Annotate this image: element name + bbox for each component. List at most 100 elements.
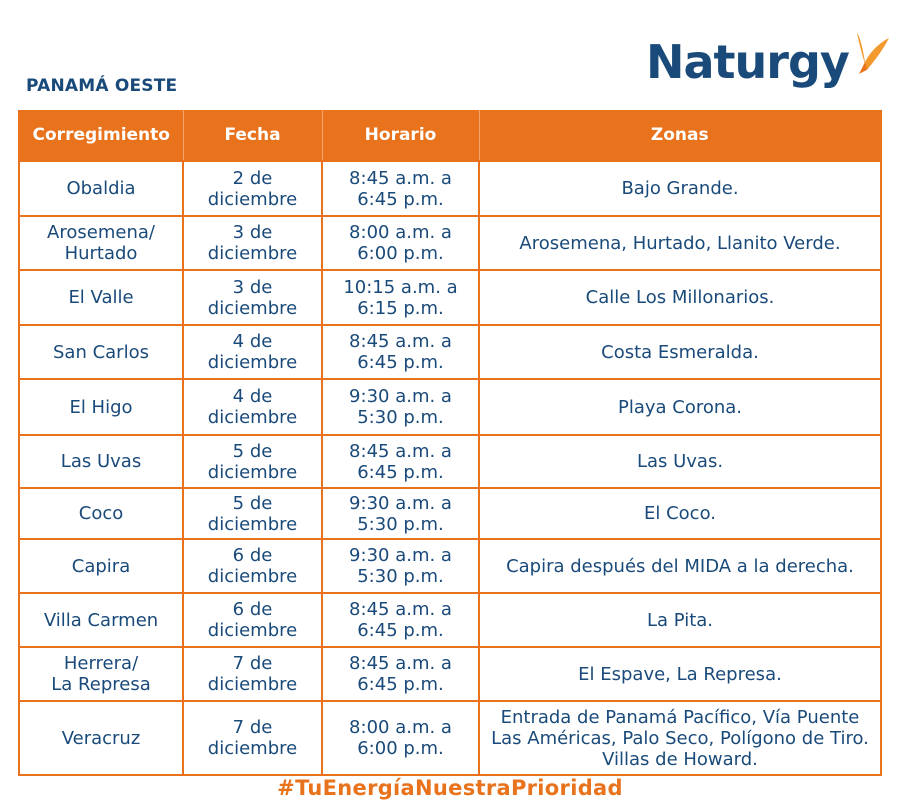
cell-line: diciembre — [207, 738, 298, 759]
cell-corregimiento: Veracruz — [18, 700, 184, 776]
brand-logo: Naturgy — [646, 28, 891, 96]
cell-line: El Higo — [69, 396, 133, 418]
cell-line: diciembre — [207, 188, 298, 210]
cell-line: Villa Carmen — [43, 609, 159, 631]
cell-line: 8:45 a.m. a — [349, 167, 452, 189]
table-body: Obaldia 2 de diciembre 8:45 a.m. a 6:45 p.m.… — [18, 160, 882, 776]
cell-line: 8:45 a.m. a — [349, 599, 452, 620]
cell-line: 6:45 p.m. — [357, 620, 444, 641]
cell-line: El Valle — [68, 287, 134, 308]
table-row: Coco 5 de diciembre 9:30 a.m. a 5:30 p.m. El … — [18, 487, 882, 540]
cell-line: 4 de — [232, 331, 273, 352]
cell-line: Capira después del MIDA a la derecha. — [506, 555, 854, 577]
cell-line: 5:30 p.m. — [357, 566, 444, 587]
cell-corregimiento: Arosemena/Hurtado — [18, 215, 184, 271]
cell-fecha: 7 de diciembre — [182, 700, 323, 776]
cell-line: diciembre — [207, 243, 298, 264]
cell-horario: 9:30 a.m. a 5:30 p.m. — [321, 538, 480, 594]
table-row: Obaldia 2 de diciembre 8:45 a.m. a 6:45 p.m.… — [18, 160, 882, 217]
cell-line: diciembre — [207, 352, 298, 373]
cell-line: El Espave, La Represa. — [578, 663, 782, 685]
cell-fecha: 6 de diciembre — [182, 538, 323, 594]
cell-line: Coco — [78, 503, 124, 524]
cell-corregimiento: Coco — [18, 487, 184, 540]
table-row: Capira 6 de diciembre 9:30 a.m. a 5:30 p.m. C… — [18, 538, 882, 594]
cell-line: El Coco. — [644, 503, 716, 524]
table-row: El Valle 3 de diciembre 10:15 a.m. a 6:15 p.… — [18, 269, 882, 326]
cell-line: 5 de — [232, 440, 273, 462]
cell-line: 6 de — [232, 599, 273, 620]
cell-horario: 8:45 a.m. a 6:45 p.m. — [321, 646, 480, 702]
cell-line: La Pita. — [646, 609, 714, 631]
cell-line: Capira — [71, 555, 131, 577]
cell-fecha: 2 de diciembre — [182, 160, 323, 217]
cell-line: diciembre — [207, 674, 298, 695]
cell-line: Villas de Howard. — [602, 748, 758, 770]
cell-line: Obaldia — [66, 178, 136, 199]
cell-fecha: 3 de diciembre — [182, 269, 323, 326]
cell-line: diciembre — [207, 620, 298, 641]
table-header-row: Corregimiento Fecha Horario Zonas — [18, 110, 882, 161]
schedule-table: Corregimiento Fecha Horario Zonas Obaldi… — [18, 110, 882, 776]
cell-line: 2 de — [232, 167, 273, 189]
cell-corregimiento: El Higo — [18, 378, 184, 436]
cell-fecha: 4 de diciembre — [182, 324, 323, 380]
cell-line: diciembre — [207, 513, 298, 535]
butterfly-icon — [856, 32, 889, 74]
cell-line: 6:45 p.m. — [357, 352, 444, 373]
cell-line: 6 de — [232, 545, 273, 566]
cell-fecha: 6 de diciembre — [182, 592, 323, 648]
table-row: Arosemena/Hurtado 3 de diciembre 8:00 a.m. … — [18, 215, 882, 271]
table-row: Las Uvas 5 de diciembre 8:45 a.m. a 6:45 p.m… — [18, 434, 882, 489]
table-row: El Higo 4 de diciembre 9:30 a.m. a 5:30 p.m.… — [18, 378, 882, 436]
cell-line: 6:15 p.m. — [357, 297, 444, 319]
cell-line: Veracruz — [61, 727, 141, 749]
cell-zonas: Costa Esmeralda. — [478, 324, 882, 380]
cell-zonas: Capira después del MIDA a la derecha. — [478, 538, 882, 594]
cell-zonas: Entrada de Panamá Pacífico, Vía Puente La… — [478, 700, 882, 776]
header-horario: Horario — [321, 110, 480, 161]
cell-line: 8:45 a.m. a — [349, 331, 452, 352]
hashtag: #TuEnergíaNuestraPrioridad — [277, 776, 623, 800]
cell-corregimiento: El Valle — [18, 269, 184, 326]
header-corregimiento: Corregimiento — [18, 110, 184, 161]
cell-horario: 10:15 a.m. a 6:15 p.m. — [321, 269, 480, 326]
cell-line: 9:30 a.m. a — [349, 545, 452, 566]
cell-corregimiento: Villa Carmen — [18, 592, 184, 648]
cell-line: La Represa — [51, 674, 151, 695]
cell-fecha: 5 de diciembre — [182, 434, 323, 489]
cell-line: diciembre — [207, 297, 298, 319]
cell-corregimiento: Las Uvas — [18, 434, 184, 489]
cell-zonas: La Pita. — [478, 592, 882, 648]
cell-line: 5:30 p.m. — [357, 513, 444, 535]
cell-horario: 8:45 a.m. a 6:45 p.m. — [321, 160, 480, 217]
cell-line: 8:45 a.m. a — [349, 440, 452, 462]
cell-fecha: 7 de diciembre — [182, 646, 323, 702]
cell-zonas: El Espave, La Represa. — [478, 646, 882, 702]
cell-horario: 8:45 a.m. a 6:45 p.m. — [321, 592, 480, 648]
cell-line: Herrera/ — [63, 653, 139, 674]
cell-line: Arosemena/ — [47, 222, 155, 243]
cell-line: 9:30 a.m. a — [349, 492, 452, 514]
cell-corregimiento: Capira — [18, 538, 184, 594]
cell-line: Entrada de Panamá Pacífico, Vía Puente — [500, 706, 860, 728]
cell-horario: 8:00 a.m. a 6:00 p.m. — [321, 700, 480, 776]
cell-corregimiento: Obaldia — [18, 160, 184, 217]
cell-horario: 8:45 a.m. a 6:45 p.m. — [321, 324, 480, 380]
brand-name: Naturgy — [646, 35, 850, 89]
table-row: Villa Carmen 6 de diciembre 8:45 a.m. a 6:45… — [18, 592, 882, 648]
cell-line: 6:45 p.m. — [357, 188, 444, 210]
cell-line: 10:15 a.m. a — [343, 276, 458, 298]
cell-zonas: El Coco. — [478, 487, 882, 540]
cell-horario: 8:45 a.m. a 6:45 p.m. — [321, 434, 480, 489]
cell-line: 6:00 p.m. — [357, 738, 444, 759]
cell-line: 9:30 a.m. a — [349, 386, 452, 407]
cell-zonas: Las Uvas. — [478, 434, 882, 489]
cell-zonas: Calle Los Millonarios. — [478, 269, 882, 326]
cell-horario: 9:30 a.m. a 5:30 p.m. — [321, 378, 480, 436]
cell-fecha: 5 de diciembre — [182, 487, 323, 540]
cell-line: 7 de — [232, 717, 273, 738]
cell-line: Las Uvas — [60, 451, 142, 472]
table-row: San Carlos 4 de diciembre 8:45 a.m. a 6:45 p… — [18, 324, 882, 380]
cell-line: 3 de — [232, 276, 273, 298]
